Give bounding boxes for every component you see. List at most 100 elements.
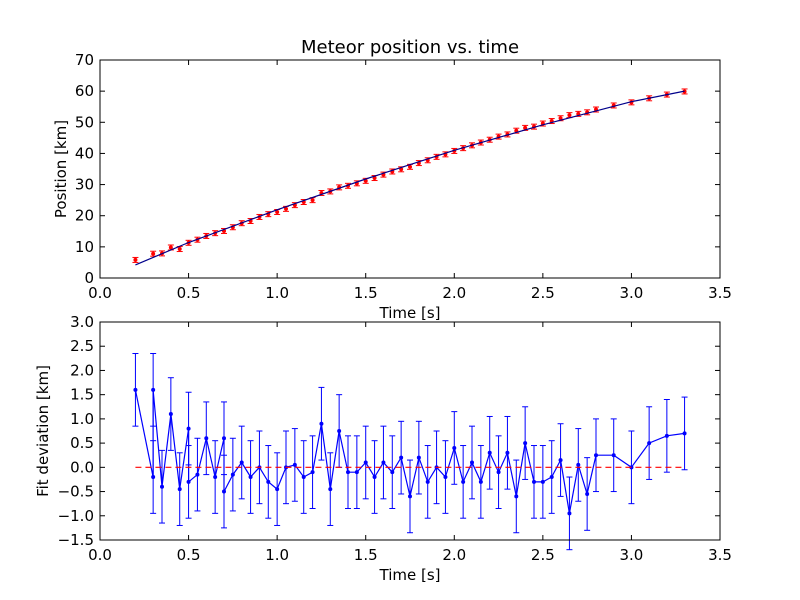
data-point	[133, 257, 138, 262]
x-tick-label: 1.0	[265, 284, 289, 302]
deviation-point	[505, 450, 510, 455]
data-point	[275, 209, 280, 214]
deviation-line	[134, 389, 685, 514]
y-tick-label: 30	[75, 176, 94, 194]
deviation-point	[452, 445, 457, 450]
deviation-point	[470, 460, 474, 465]
deviation-point	[514, 494, 519, 499]
y-tick-label: −1.5	[58, 531, 94, 549]
y-tick-label: 1.5	[70, 386, 94, 404]
deviation-point	[532, 479, 536, 484]
y-tick-label: 0	[84, 269, 94, 287]
deviation-point	[540, 479, 545, 484]
x-tick-label: 3.0	[619, 546, 643, 564]
deviation-point	[133, 387, 138, 392]
position-chart-title: Meteor position vs. time	[301, 37, 519, 58]
deviation-point	[213, 475, 218, 480]
deviation-x-axis-label: Time [s]	[379, 566, 441, 584]
y-tick-label: 40	[75, 144, 94, 162]
deviation-point	[594, 453, 598, 458]
deviation-chart: 0.0 0.5 1.0 1.5 2.0 2.5 3.0 3.5 −1.5 −1.0 −0.5 0.0…	[34, 313, 732, 584]
deviation-point	[168, 412, 173, 417]
deviation-point	[337, 429, 342, 433]
y-tick-label: 70	[75, 51, 94, 69]
data-point	[310, 198, 315, 203]
fit-line	[135, 90, 685, 266]
data-point	[567, 113, 572, 118]
deviation-point	[239, 460, 244, 465]
x-tick-label: 0.5	[177, 284, 201, 302]
deviation-point	[611, 453, 616, 458]
x-tick-label: 2.5	[531, 284, 555, 302]
deviation-point	[266, 479, 271, 484]
y-tick-label: 0.0	[70, 458, 94, 476]
position-x-axis-label: Time [s]	[379, 304, 441, 322]
x-tick-label: 1.5	[354, 546, 378, 564]
y-tick-label: 2.0	[70, 361, 94, 379]
deviation-y-ticks: −1.5 −1.0 −0.5 0.0 0.5 1.0 1.5 2.0 2.5 3.0	[58, 313, 720, 549]
data-point	[151, 251, 156, 256]
deviation-point	[222, 436, 226, 441]
data-point	[408, 164, 412, 169]
deviation-point	[461, 479, 466, 484]
deviation-point	[381, 460, 386, 465]
deviation-x-ticks: 0.0 0.5 1.0 1.5 2.0 2.5 3.0 3.5	[88, 322, 732, 564]
position-x-ticks: 0.0 0.5 1.0 1.5 2.0 2.5 3.0 3.5	[88, 60, 732, 302]
deviation-point	[310, 470, 315, 475]
deviation-point	[647, 441, 652, 446]
deviation-point	[151, 387, 156, 392]
deviation-axes-frame	[99, 321, 721, 541]
deviation-point	[478, 479, 483, 484]
position-y-axis-label: Position [km]	[52, 120, 70, 218]
deviation-point	[487, 450, 492, 455]
deviation-point	[354, 470, 359, 475]
deviation-point	[195, 472, 200, 477]
deviation-point	[275, 487, 280, 492]
y-tick-label: 10	[75, 238, 94, 256]
deviation-y-axis-label: Fit deviation [km]	[34, 365, 52, 497]
y-tick-label: 1.0	[70, 410, 94, 428]
deviation-point	[576, 462, 581, 467]
deviation-point	[204, 436, 209, 441]
deviation-point	[443, 475, 448, 480]
deviation-point	[346, 470, 350, 475]
y-tick-label: −0.5	[58, 483, 94, 501]
x-tick-label: 0.5	[177, 546, 201, 564]
y-tick-label: 2.5	[70, 337, 94, 355]
data-point	[168, 245, 173, 250]
y-tick-label: −1.0	[58, 507, 94, 525]
data-point	[523, 125, 528, 130]
x-tick-label: 0.0	[88, 546, 112, 564]
deviation-point	[248, 475, 253, 480]
deviation-point	[292, 462, 297, 467]
deviation-point	[408, 494, 412, 499]
deviation-point	[301, 475, 306, 480]
x-tick-label: 2.0	[442, 284, 466, 302]
deviation-point	[549, 475, 554, 480]
deviation-point	[328, 487, 333, 492]
deviation-point	[230, 472, 235, 477]
deviation-point	[222, 489, 226, 494]
x-tick-label: 1.0	[265, 546, 289, 564]
deviation-point	[425, 479, 430, 484]
position-axes-frame	[99, 59, 721, 279]
deviation-point	[160, 484, 164, 489]
deviation-point	[186, 426, 191, 431]
deviation-point	[496, 470, 501, 475]
x-tick-label: 3.5	[708, 546, 732, 564]
y-tick-label: 60	[75, 82, 94, 100]
deviation-point	[682, 431, 687, 436]
deviation-plot-area	[132, 352, 688, 551]
position-plot-area	[132, 88, 688, 266]
deviation-point	[363, 460, 368, 465]
position-chart: Meteor position vs. time 0.0 0.5 1.0 1.5 2.0…	[52, 37, 732, 322]
x-tick-label: 2.0	[442, 546, 466, 564]
deviation-point	[319, 421, 324, 426]
position-y-ticks: 0 10 20 30 40 50 60 70	[75, 51, 720, 287]
deviation-point	[558, 458, 563, 463]
y-tick-label: 0.5	[70, 434, 94, 452]
y-tick-label: 3.0	[70, 313, 94, 331]
y-tick-label: 50	[75, 113, 94, 131]
deviation-point	[177, 487, 182, 492]
